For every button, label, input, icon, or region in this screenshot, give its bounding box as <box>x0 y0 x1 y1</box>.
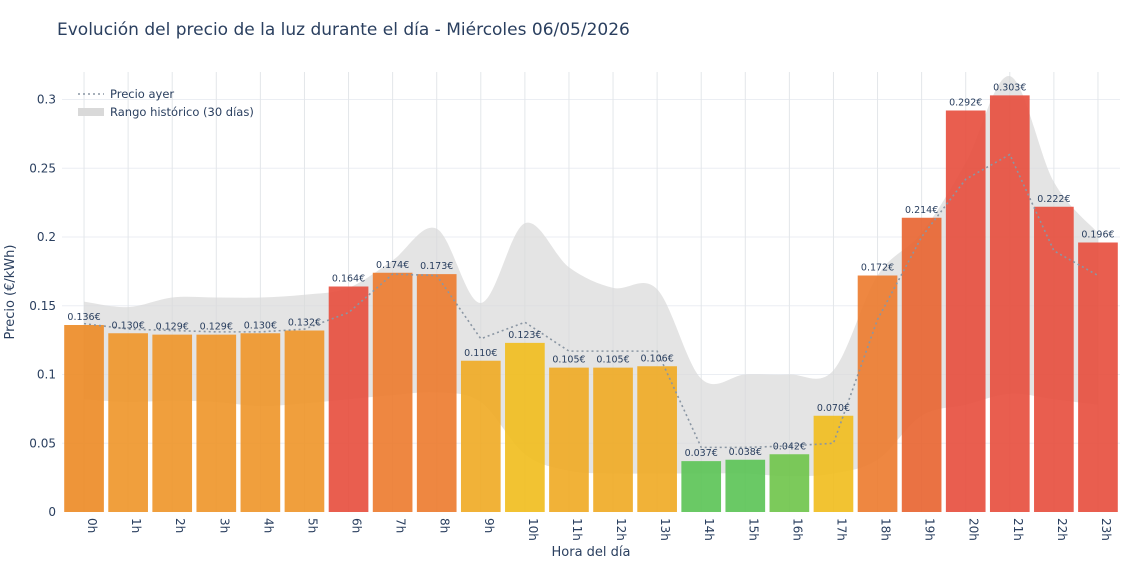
data-label: 0.173€ <box>420 261 453 272</box>
data-label: 0.196€ <box>1081 230 1114 241</box>
x-tick-label: 9h <box>482 518 496 533</box>
bar[interactable] <box>1034 206 1074 512</box>
y-tick-label: 0.2 <box>37 230 56 244</box>
data-label: 0.037€ <box>685 448 718 459</box>
bar[interactable] <box>108 333 148 512</box>
data-label: 0.105€ <box>596 355 629 366</box>
y-tick-label: 0 <box>48 505 56 519</box>
bar[interactable] <box>637 366 677 512</box>
data-labels: 0.136€ 0.130€ 0.129€ 0.129€ 0.130€ 0.132€ 0.16… <box>67 82 1114 459</box>
bar[interactable] <box>549 367 589 512</box>
x-tick-label: 21h <box>1011 518 1025 541</box>
data-label: 0.042€ <box>773 441 806 452</box>
bar[interactable] <box>945 110 986 513</box>
x-tick-label: 10h <box>526 518 540 541</box>
x-tick-label: 5h <box>305 518 319 533</box>
data-label: 0.132€ <box>288 318 321 329</box>
x-tick-label: 3h <box>217 518 231 533</box>
y-tick-label: 0.15 <box>29 299 56 313</box>
bar[interactable] <box>196 334 237 512</box>
x-tick-label: 20h <box>967 518 981 541</box>
data-label: 0.070€ <box>817 403 850 414</box>
bar[interactable] <box>857 275 898 513</box>
bar[interactable] <box>460 360 501 512</box>
x-tick-label: 16h <box>790 518 804 541</box>
bar[interactable] <box>284 330 325 513</box>
bar[interactable] <box>152 334 193 512</box>
bar[interactable] <box>813 415 854 512</box>
bar[interactable] <box>240 333 281 512</box>
x-tick-label: 12h <box>614 518 628 541</box>
data-label: 0.214€ <box>905 205 938 216</box>
y-axis-title: Precio (€/kWh) <box>3 245 18 340</box>
x-tick-label: 0h <box>85 518 99 533</box>
bar[interactable] <box>372 272 413 512</box>
bar[interactable] <box>416 274 457 512</box>
x-tick-label: 6h <box>350 518 364 533</box>
x-tick-label: 13h <box>658 518 672 541</box>
data-label: 0.172€ <box>861 263 894 274</box>
data-label: 0.130€ <box>112 320 145 331</box>
data-label: 0.222€ <box>1037 194 1070 205</box>
bar[interactable] <box>725 459 766 512</box>
yesterday-line-path <box>83 153 1099 449</box>
bar[interactable] <box>1078 242 1118 513</box>
bar[interactable] <box>64 325 104 512</box>
legend-item-range[interactable]: Rango histórico (30 días) <box>110 105 254 119</box>
x-tick-label: 23h <box>1099 518 1113 541</box>
x-tick-label: 2h <box>173 518 187 533</box>
data-label: 0.292€ <box>949 98 982 109</box>
x-tick-label: 22h <box>1055 518 1069 541</box>
data-label: 0.130€ <box>244 320 277 331</box>
bars <box>64 95 1118 512</box>
data-label: 0.129€ <box>200 322 233 333</box>
x-tick-label: 1h <box>129 518 143 533</box>
axes: 0 0.05 0.1 0.15 0.2 0.25 0.3 0h 1h 2h 3h 4h 5h 6h 7h 8h… <box>3 93 1113 561</box>
x-tick-label: 7h <box>394 518 408 533</box>
y-tick-label: 0.1 <box>37 368 56 382</box>
bar[interactable] <box>769 454 810 512</box>
bar[interactable] <box>681 461 722 512</box>
legend-item-yesterday[interactable]: Precio ayer <box>110 87 174 101</box>
data-label: 0.123€ <box>508 330 541 341</box>
legend: Precio ayer Rango histórico (30 días) <box>78 87 254 119</box>
x-tick-label: 8h <box>438 518 452 533</box>
x-axis-title: Hora del día <box>552 545 631 560</box>
data-label: 0.129€ <box>156 322 189 333</box>
x-tick-label: 4h <box>261 518 275 533</box>
x-tick-label: 19h <box>923 518 937 541</box>
yesterday-line <box>83 153 1099 449</box>
data-label: 0.164€ <box>332 274 365 285</box>
data-label: 0.174€ <box>376 260 409 271</box>
bar[interactable] <box>989 95 1030 512</box>
data-label: 0.038€ <box>729 447 762 458</box>
bar[interactable] <box>901 217 942 512</box>
bar[interactable] <box>593 367 633 512</box>
data-label: 0.106€ <box>641 353 674 364</box>
x-tick-label: 17h <box>834 518 848 541</box>
data-label: 0.110€ <box>464 348 497 359</box>
x-tick-label: 15h <box>746 518 760 541</box>
x-tick-label: 18h <box>879 518 893 541</box>
data-label: 0.303€ <box>993 82 1026 93</box>
bar[interactable] <box>505 342 545 512</box>
data-label: 0.105€ <box>552 355 585 366</box>
x-tick-label: 11h <box>570 518 584 541</box>
legend-band-swatch <box>78 108 104 116</box>
chart-title: Evolución del precio de la luz durante e… <box>57 20 630 40</box>
bar[interactable] <box>328 286 369 513</box>
x-tick-label: 14h <box>702 518 716 541</box>
data-label: 0.136€ <box>67 312 100 323</box>
y-tick-label: 0.3 <box>37 93 56 107</box>
y-tick-label: 0.05 <box>29 436 56 450</box>
y-tick-label: 0.25 <box>29 161 56 175</box>
